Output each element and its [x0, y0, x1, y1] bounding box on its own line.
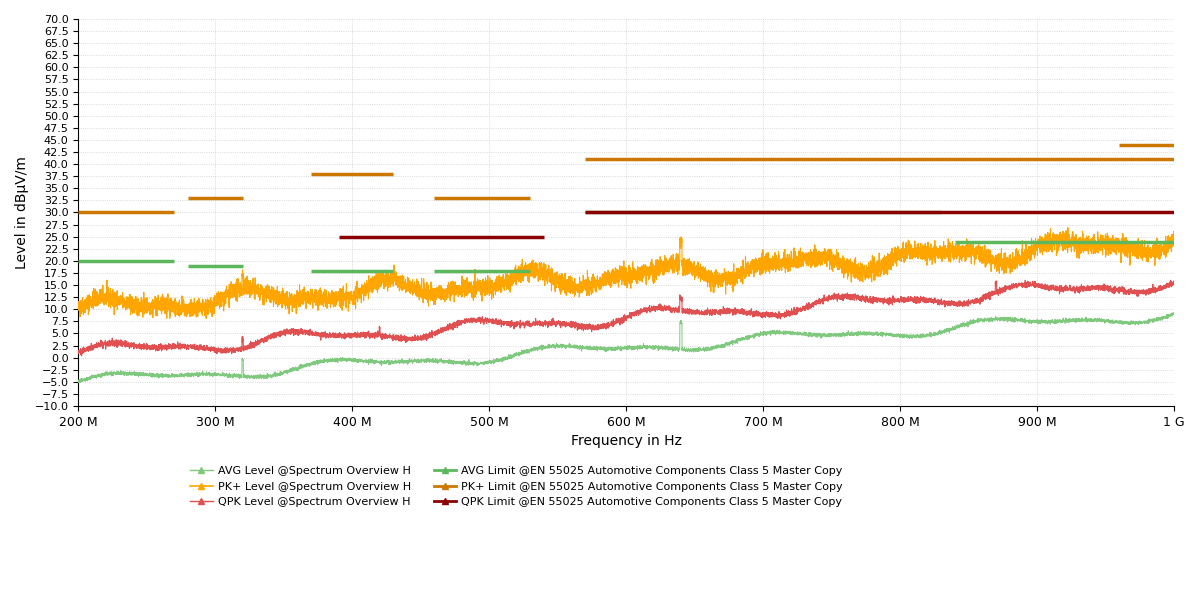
Legend: AVG Level @Spectrum Overview H, PK+ Level @Spectrum Overview H, QPK Level @Spect: AVG Level @Spectrum Overview H, PK+ Leve… — [186, 462, 847, 512]
Y-axis label: Level in dBμV/m: Level in dBμV/m — [14, 156, 29, 269]
X-axis label: Frequency in Hz: Frequency in Hz — [571, 434, 682, 448]
